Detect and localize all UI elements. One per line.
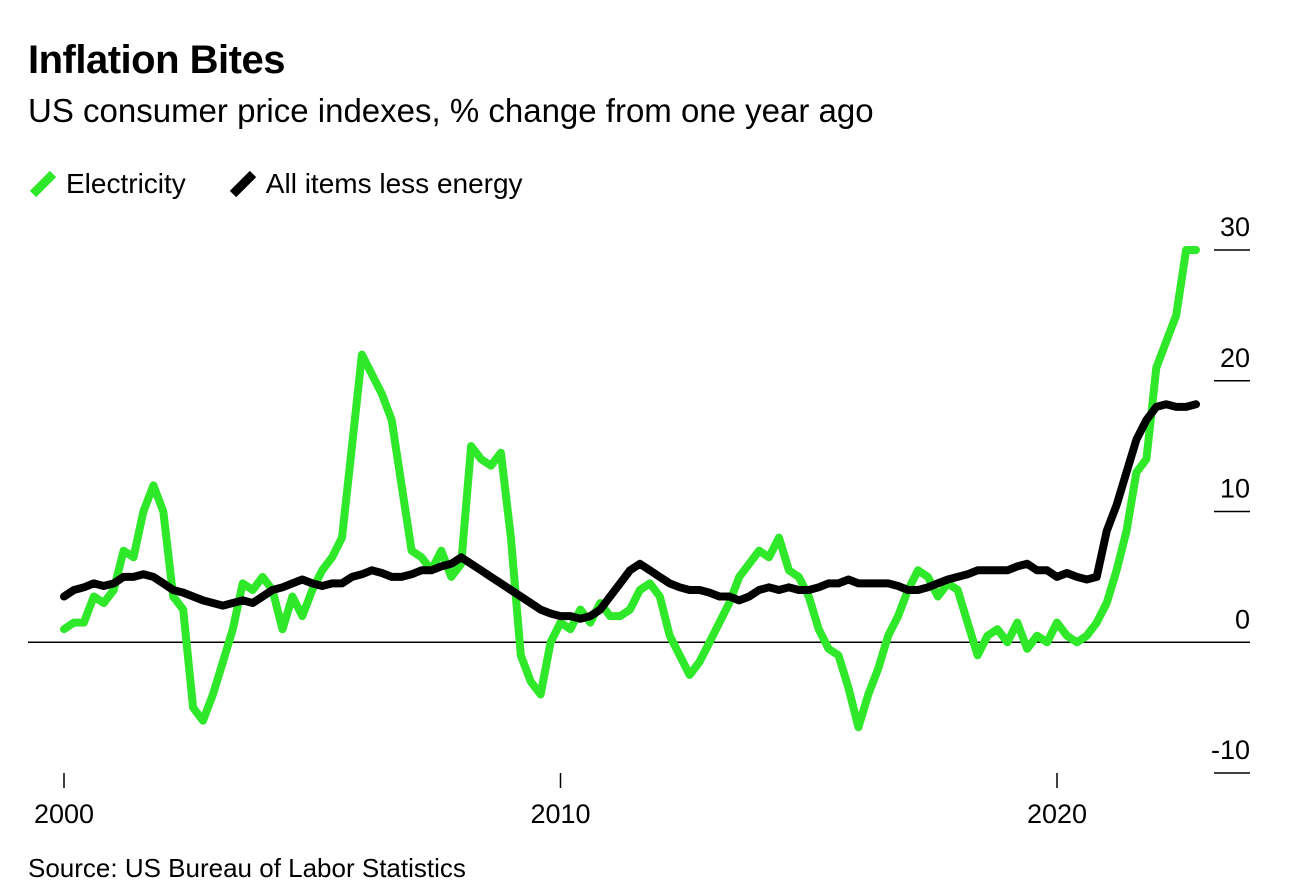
y-tick-label-20: 20 <box>1220 343 1250 373</box>
y-tick-label-10: 10 <box>1220 474 1250 504</box>
y-tick-label--10: -10 <box>1211 735 1250 765</box>
x-tick-label-2010: 2010 <box>530 799 590 829</box>
chart-subtitle: US consumer price indexes, % change from… <box>28 92 874 129</box>
chart-title: Inflation Bites <box>28 38 285 82</box>
legend-swatch-core <box>229 170 256 198</box>
x-tick-label-2000: 2000 <box>34 799 94 829</box>
source-note: Source: US Bureau of Labor Statistics <box>28 853 466 883</box>
legend: Electricity All items less energy <box>28 168 565 200</box>
x-tick-label-2020: 2020 <box>1027 799 1087 829</box>
series-line-electricity <box>60 246 1200 732</box>
y-tick-label-30: 30 <box>1220 212 1250 242</box>
y-tick-label-0: 0 <box>1235 604 1250 634</box>
legend-label-core: All items less energy <box>265 168 523 199</box>
series-line-core <box>60 400 1200 623</box>
legend-item-core: All items less energy <box>228 168 523 200</box>
legend-label-electricity: Electricity <box>66 168 186 199</box>
legend-swatch-electricity <box>29 170 57 198</box>
legend-item-electricity: Electricity <box>28 168 186 200</box>
